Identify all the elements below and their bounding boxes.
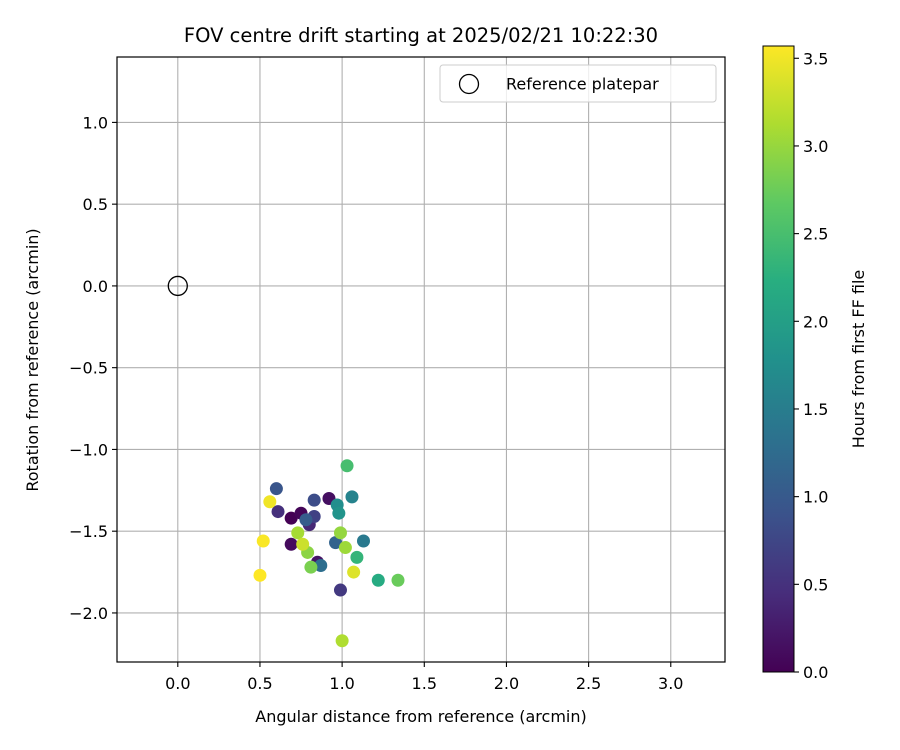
x-tick-label: 0.5 [247,674,272,693]
colorbar-tick-label: 0.0 [803,663,828,682]
scatter-point [333,526,347,540]
scatter-point [269,482,283,496]
colorbar-label: Hours from first FF file [849,270,868,449]
data-points [253,459,405,648]
scatter-point [314,559,328,573]
legend-entry-reference: Reference platepar [506,75,659,94]
colorbar-gradient [762,45,795,673]
reference-platepar-marker [167,275,188,297]
scatter-point [340,459,354,473]
scatter-point [296,537,310,551]
colorbar-ticks: 0.0 0.5 1.0 1.5 2.0 2.5 3.0 3.5 [794,49,828,682]
scatter-point [391,573,405,587]
grid [117,57,725,662]
colorbar-tick-label: 3.0 [803,137,828,156]
y-axis-ticks: 1.0 0.5 0.0 −0.5 −1.0 −1.5 −2.0 [69,113,117,623]
legend: Reference platepar [439,64,717,103]
x-tick-label: 2.0 [494,674,519,693]
scatter-point [291,526,305,540]
y-tick-label: −0.5 [69,359,108,378]
chart-title: FOV centre drift starting at 2025/02/21 … [184,24,658,47]
y-tick-label: −1.5 [69,522,108,541]
colorbar: 0.0 0.5 1.0 1.5 2.0 2.5 3.0 3.5 Hours from firs… [762,45,868,682]
scatter-point [284,511,298,525]
x-tick-label: 3.0 [658,674,683,693]
colorbar-tick-label: 0.5 [803,575,828,594]
colorbar-tick-label: 1.5 [803,400,828,419]
scatter-point [299,513,313,527]
scatter-point [347,565,361,579]
y-tick-label: −1.0 [69,440,108,459]
scatter-point [333,583,347,597]
scatter-point [338,541,352,555]
scatter-point [253,568,267,582]
scatter-point [335,634,349,648]
scatter-point [284,537,298,551]
x-tick-label: 1.5 [412,674,437,693]
colorbar-tick-label: 1.0 [803,488,828,507]
scatter-point [271,505,285,519]
scatter-point [304,560,318,574]
x-axis-label: Angular distance from reference (arcmin) [255,707,586,726]
scatter-point [356,534,370,548]
scatter-point [350,550,364,564]
x-tick-label: 1.0 [329,674,354,693]
scatter-point [263,495,277,509]
scatter-point [345,490,359,504]
scatter-point [307,493,321,507]
scatter-point [371,573,385,587]
legend-reference-marker [458,73,480,95]
colorbar-tick-label: 2.0 [803,312,828,331]
x-axis-ticks: 0.0 0.5 1.0 1.5 2.0 2.5 3.0 [165,662,683,693]
colorbar-tick-label: 2.5 [803,225,828,244]
y-tick-label: 0.5 [83,195,108,214]
x-tick-label: 0.0 [165,674,190,693]
x-tick-label: 2.5 [576,674,601,693]
y-axis-label: Rotation from reference (arcmin) [23,228,42,491]
reference-layer [167,275,188,297]
y-tick-label: 1.0 [83,113,108,132]
y-tick-label: −2.0 [69,604,108,623]
scatter-point [329,536,343,550]
scatter-point [332,506,346,520]
plot-frame [116,56,726,663]
scatter-point [256,534,270,548]
y-tick-label: 0.0 [83,277,108,296]
colorbar-tick-label: 3.5 [803,49,828,68]
legend-box [439,64,717,103]
